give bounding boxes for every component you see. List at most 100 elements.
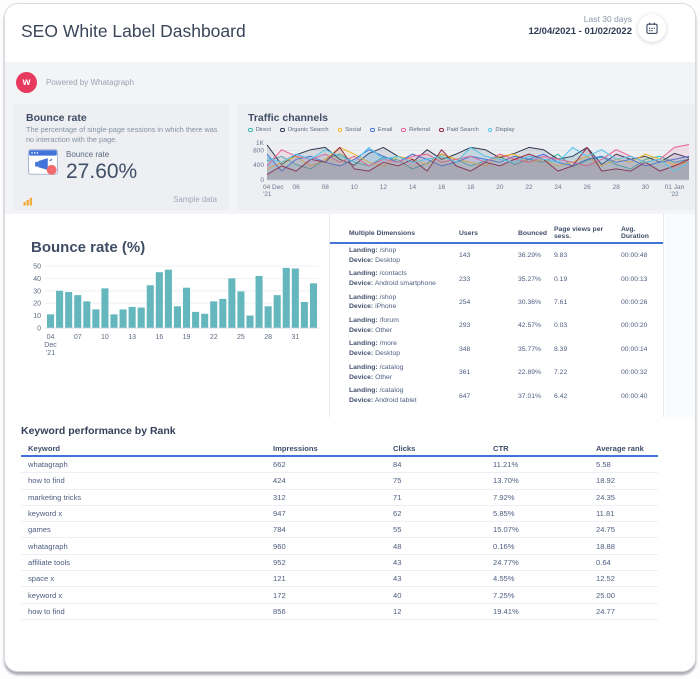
value-cell: 662 — [273, 460, 286, 470]
table-row: Landing: /shop Device: Desktop 143 36.29% 9.… — [330, 244, 663, 267]
value-cell: 11.81 — [596, 509, 615, 519]
value-cell: 952 — [273, 557, 286, 567]
bounce-metric-label: Bounce rate — [66, 150, 110, 159]
whatagraph-logo-icon: w — [16, 71, 37, 93]
keyword-col-header: Impressions — [273, 443, 318, 453]
svg-text:800: 800 — [253, 147, 264, 154]
value-cell: 121 — [273, 574, 286, 584]
bounce-widget-description: The percentage of single-page sessions i… — [26, 125, 218, 144]
svg-text:0: 0 — [260, 177, 264, 184]
traffic-legend: Direct Organic Search Social Email Referral P… — [248, 127, 515, 133]
value-cell: 30.36% — [518, 298, 542, 306]
value-cell: 9.83 — [554, 252, 568, 260]
bounce-widget-title: Bounce rate — [26, 112, 87, 124]
value-cell: 37.01% — [518, 392, 542, 400]
svg-text:10: 10 — [33, 313, 41, 320]
table-row: Landing: /contacts Device: Android smartp… — [330, 267, 663, 290]
table-row: space x 121 43 4.55% 12.52 — [21, 571, 658, 588]
value-cell: 24.75 — [596, 525, 616, 535]
svg-text:400: 400 — [253, 162, 264, 169]
table-row: marketing tricks 312 71 7.92% 24.35 — [21, 490, 658, 506]
svg-text:31: 31 — [291, 334, 299, 341]
legend-item-referral[interactable]: Referral — [401, 127, 430, 133]
keyword-col-header: CTR — [493, 443, 509, 453]
value-cell: 22.89% — [518, 369, 542, 377]
keyword-table: Keyword Impressions Clicks CTR Average rank … — [21, 441, 658, 620]
svg-text:10: 10 — [101, 334, 109, 341]
value-cell: 35.27% — [518, 275, 542, 283]
calendar-icon — [645, 21, 659, 35]
svg-text:22: 22 — [210, 334, 218, 341]
value-cell: 84 — [393, 460, 402, 470]
mini-chart-icon — [23, 193, 33, 211]
value-cell: 18.92 — [596, 476, 616, 486]
svg-text:50: 50 — [33, 264, 41, 271]
legend-label: Email — [377, 127, 393, 133]
value-cell: keyword x — [28, 590, 63, 600]
legend-item-email[interactable]: Email — [370, 127, 392, 133]
value-cell: how to find — [28, 476, 65, 486]
svg-text:24: 24 — [554, 184, 562, 191]
legend-item-organic-search[interactable]: Organic Search — [279, 127, 329, 133]
dimension-cell: Landing: /contacts Device: Android smartp… — [349, 270, 436, 288]
svg-text:18: 18 — [467, 184, 475, 191]
value-cell: 0.16% — [493, 541, 515, 551]
legend-label: Direct — [255, 127, 271, 133]
value-cell: 7.92% — [493, 492, 515, 502]
svg-text:07: 07 — [74, 334, 82, 341]
calendar-button[interactable] — [638, 14, 666, 42]
dimension-cell: Landing: /forum Device: Other — [349, 317, 399, 334]
svg-text:1K: 1K — [256, 140, 265, 147]
dim-col-header: Bounced — [518, 229, 548, 237]
value-cell: games — [28, 525, 51, 535]
table-row: keyword x 172 40 7.25% 25.00 — [21, 587, 658, 604]
widgets-band: w Powered by Whatagraph Bounce rate The … — [5, 62, 695, 214]
page-title: SEO White Label Dashboard — [21, 21, 246, 41]
value-cell: 947 — [273, 509, 286, 519]
keyword-table-head: Keyword Impressions Clicks CTR Average rank — [21, 441, 658, 457]
value-cell: 12.52 — [596, 574, 616, 584]
svg-text:04 Dec'21: 04 Dec '21 — [263, 184, 284, 198]
table-row: keyword x 947 62 5.85% 11.81 — [21, 506, 658, 523]
legend-label: Social — [345, 127, 362, 133]
megaphone-window-icon — [27, 148, 60, 183]
dimension-cell: Landing: /shop Device: Desktop — [349, 246, 401, 264]
table-row: Landing: /forum Device: Other 293 42.57% 0.0… — [330, 314, 663, 337]
value-cell: 12 — [393, 606, 402, 616]
legend-item-direct[interactable]: Direct — [248, 127, 271, 133]
powered-by: w Powered by Whatagraph — [16, 67, 134, 97]
value-cell: affiliate tools — [28, 557, 71, 567]
value-cell: 0.03 — [554, 322, 568, 330]
legend-item-display[interactable]: Display — [487, 127, 515, 133]
bounce-metric-value: 27.60% — [66, 160, 138, 183]
legend-dot-icon — [337, 127, 343, 133]
dimension-cell: Landing: /shop Device: iPhone — [349, 293, 397, 311]
legend-item-paid-search[interactable]: Paid Search — [439, 127, 479, 133]
svg-text:10: 10 — [351, 184, 359, 191]
table-row: Landing: /catalog Device: Other 361 22.89% 7… — [330, 361, 663, 384]
value-cell: 7.22 — [554, 369, 568, 377]
keyword-col-header: Clicks — [393, 443, 416, 453]
legend-dot-icon — [439, 127, 444, 133]
keyword-col-header: Keyword — [28, 443, 61, 453]
value-cell: 35.77% — [518, 345, 542, 353]
svg-text:0: 0 — [37, 326, 41, 333]
value-cell: 6.42 — [554, 392, 568, 400]
svg-text:26: 26 — [584, 184, 592, 191]
svg-text:06: 06 — [292, 184, 300, 191]
value-cell: marketing tricks — [28, 492, 82, 502]
svg-text:40: 40 — [33, 276, 41, 283]
value-cell: 55 — [393, 525, 402, 535]
bounce-rate-chart-panel: Bounce rate (%) 0 10 20 30 40 50 04 Dec '21 07 10 1… — [5, 214, 329, 417]
keyword-section-title: Keyword performance by Rank — [21, 425, 176, 437]
svg-text:28: 28 — [264, 334, 272, 341]
svg-text:08: 08 — [322, 184, 330, 191]
keyword-table-body: whatagraph 662 84 11.21% 5.58 how to find 424 7… — [21, 457, 658, 620]
legend-item-social[interactable]: Social — [337, 127, 362, 133]
table-row: affiliate tools 952 43 24.77% 0.64 — [21, 555, 658, 572]
bounce-chart-title: Bounce rate (%) — [31, 239, 146, 256]
svg-text:20: 20 — [496, 184, 504, 191]
powered-by-text: Powered by Whatagraph — [46, 77, 135, 87]
dim-col-header: Page views per sess. — [554, 226, 604, 240]
dim-col-header: Avg. Duration — [621, 226, 649, 240]
